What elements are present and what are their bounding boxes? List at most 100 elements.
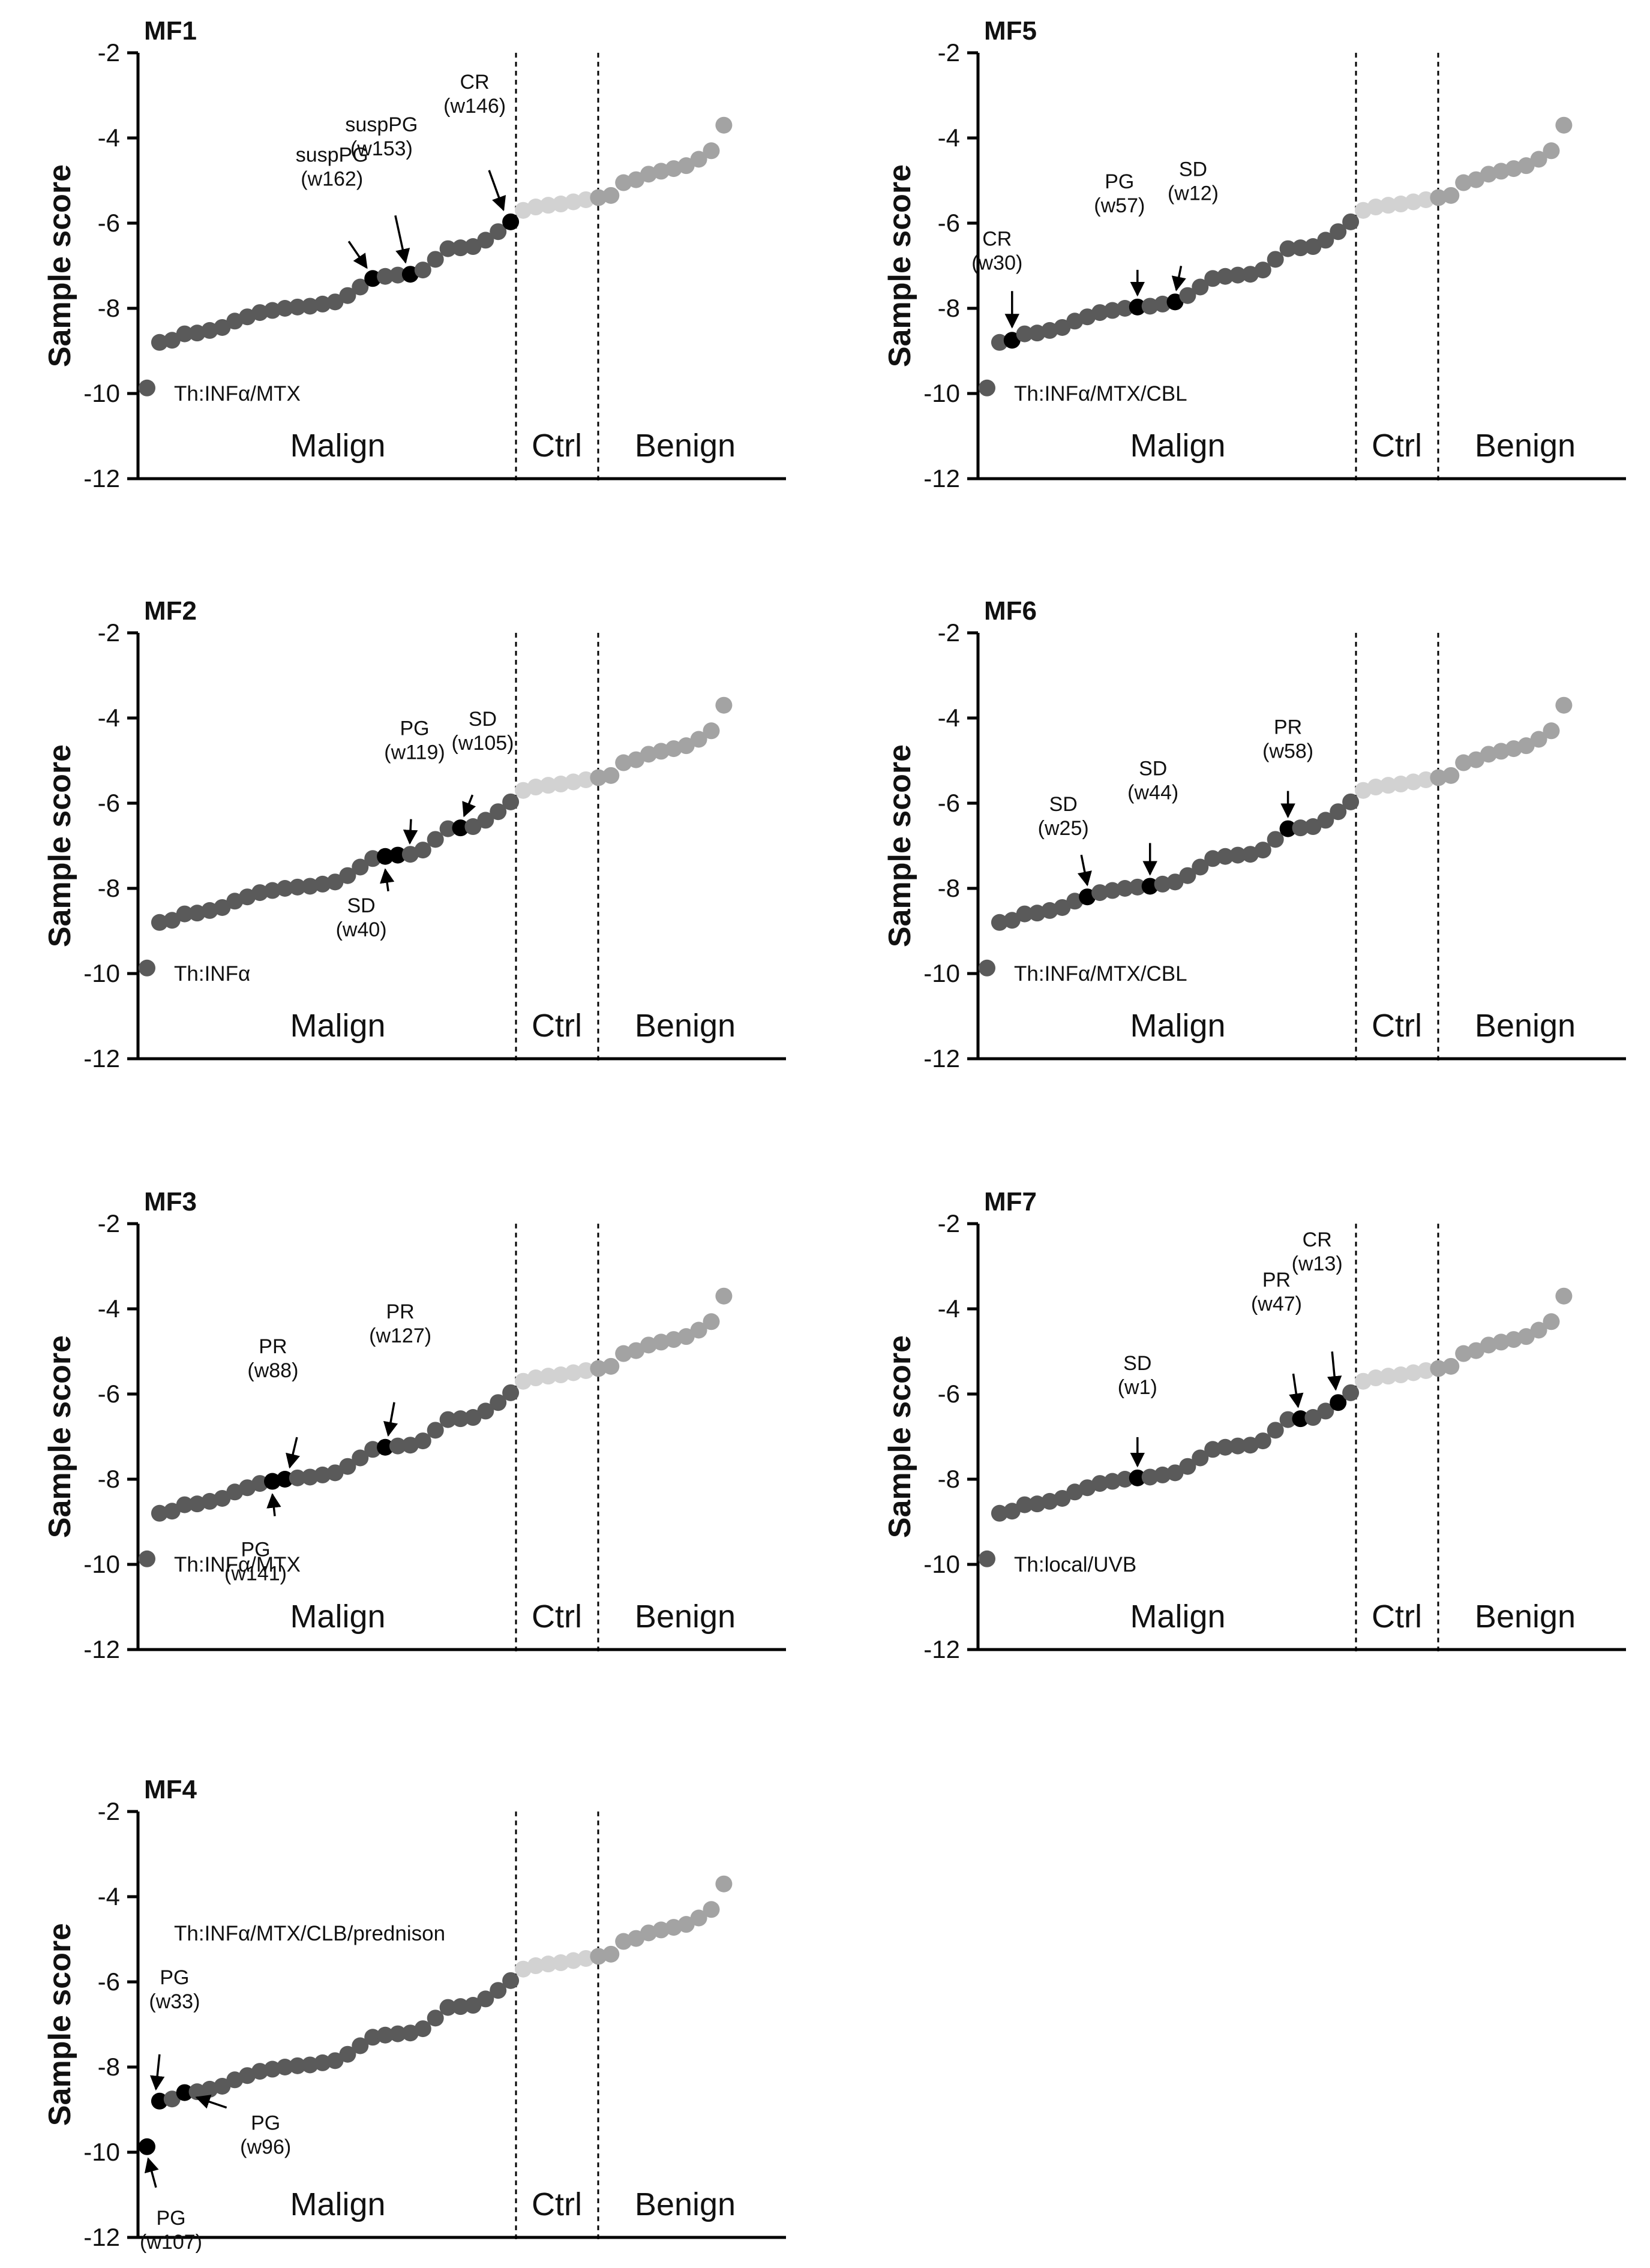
benign-point [628,751,645,768]
malign-point [1317,812,1334,829]
y-tick-label: -2 [98,38,120,67]
y-tick-label: -6 [98,1380,120,1408]
highlight-week: (w96) [240,2136,291,2159]
malign-point [389,1437,406,1455]
highlight-arrow [403,819,418,845]
malign-point [301,2056,319,2074]
highlight-arrow [149,2054,165,2091]
highlight-label: SD [469,708,497,731]
malign-point [979,1550,995,1567]
benign-point [1555,1287,1573,1305]
highlight-arrow [266,1493,281,1516]
malign-point [314,2054,331,2071]
y-tick-label: -2 [938,618,960,647]
malign-point [326,2052,344,2069]
benign-point [715,116,733,134]
benign-point [1430,1360,1447,1377]
y-axis-title: Sample score [883,1335,917,1538]
malign-point [427,1422,444,1439]
malign-point [1003,1503,1021,1520]
ctrl-point [527,1369,544,1387]
malign-point [151,914,168,931]
malign-point [1028,905,1046,922]
malign-point [991,1504,1008,1522]
malign-point [201,1492,218,1510]
malign-point [251,1475,269,1492]
malign-point [1342,1384,1360,1401]
benign-point [665,1919,682,1936]
group-label-benign: Benign [1475,1008,1576,1044]
group-label-benign: Benign [1475,1599,1576,1635]
benign-point [640,166,657,183]
malign-point [1166,873,1184,891]
malign-point [1192,278,1209,296]
therapy-annotation: Th:INFα/MTX/CBL [1014,382,1187,405]
malign-point [201,902,218,919]
benign-point [1543,722,1560,740]
malign-point [352,1449,369,1467]
highlight-point [264,1473,281,1490]
highlight-arrow [1327,1351,1342,1391]
malign-point [389,266,406,284]
y-tick-label: -8 [938,874,960,902]
y-tick-label: -4 [938,1294,960,1323]
highlight-week: (w1) [1118,1376,1157,1399]
ctrl-point [1405,773,1422,791]
highlight-point [364,270,382,287]
malign-point [477,812,494,829]
malign-point [1054,1489,1071,1507]
highlight-label: SD [1139,757,1167,780]
malign-point [276,300,293,317]
malign-point [1292,819,1309,837]
panel-mf4: -2 -4 -6 -8 -10 -12 Sample score MF4 Malign Ctrl B… [43,1775,786,2254]
y-tick-label: -10 [83,379,120,407]
ctrl-point [527,199,544,216]
malign-point [364,2029,382,2046]
highlight-week: (w119) [384,741,445,764]
highlight-label: CR [1303,1228,1332,1251]
y-tick-label: -6 [98,209,120,237]
malign-point [1179,1458,1196,1475]
ctrl-point [1417,771,1435,788]
malign-point [439,1411,457,1428]
highlight-point [176,2084,193,2101]
highlight-arrow [488,170,506,212]
group-label-benign: Benign [635,428,736,464]
ctrl-point [1417,1362,1435,1379]
malign-point [214,319,231,336]
benign-point [1505,740,1522,758]
group-label-ctrl: Ctrl [1372,428,1422,464]
ctrl-point [577,191,595,208]
benign-point [628,1342,645,1359]
highlight-point [1003,332,1021,349]
group-label-malign: Malign [1130,428,1225,464]
ctrl-point [1367,1369,1384,1387]
ctrl-point [552,776,569,793]
benign-point [1555,696,1573,714]
malign-point [364,1441,382,1458]
malign-point [1279,240,1297,257]
benign-point [1468,171,1485,188]
y-tick-label: -4 [98,704,120,732]
ctrl-point [565,1364,582,1381]
malign-point [1317,1402,1334,1420]
malign-point [1028,1495,1046,1513]
ctrl-point [527,1957,544,1975]
benign-point [690,731,707,748]
highlight-week: (w30) [971,251,1022,274]
malign-point [1229,266,1246,284]
malign-point [264,302,281,319]
malign-point [991,334,1008,351]
malign-point [1217,1438,1234,1456]
y-tick-label: -10 [923,379,960,407]
malign-point [176,325,193,343]
malign-point [1192,858,1209,876]
y-tick-label: -8 [98,874,120,902]
malign-point [1154,875,1171,893]
malign-point [477,232,494,249]
malign-point [339,1458,356,1475]
ctrl-point [539,197,557,214]
y-tick-label: -8 [938,294,960,322]
benign-point [615,1345,632,1362]
